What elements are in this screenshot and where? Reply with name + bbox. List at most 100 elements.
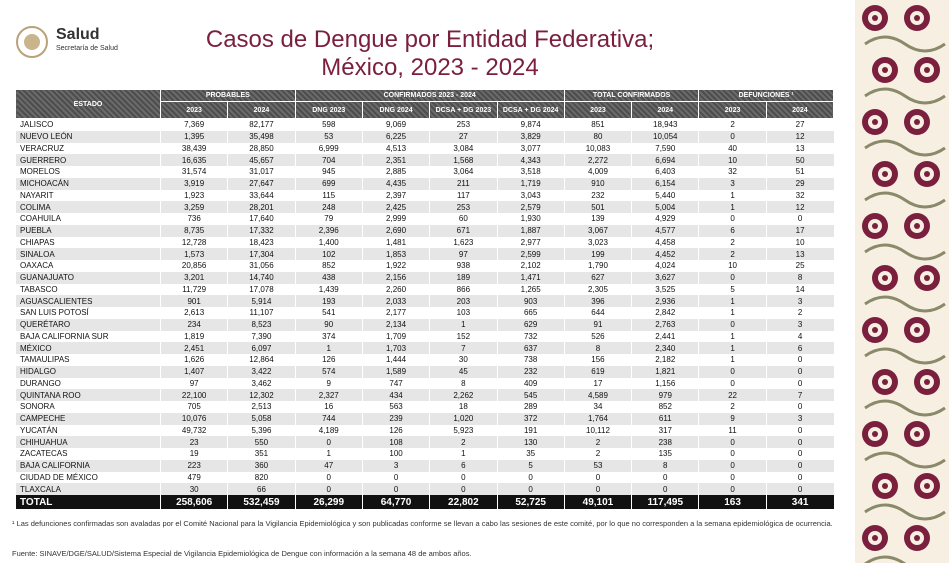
- cell: 2,999: [361, 213, 430, 225]
- cell: 10,054: [631, 130, 699, 143]
- table-row: BAJA CALIFORNIA 223 360 47 3 6 5 53 8 0 0: [15, 459, 834, 472]
- state-name: MÉXICO: [15, 342, 161, 354]
- state-name: YUCATÁN: [15, 424, 161, 437]
- ornament: [864, 87, 946, 105]
- ornament: [914, 15, 920, 21]
- cell: 47: [294, 459, 363, 472]
- table-row: HIDALGO 1,407 3,422 574 1,589 45 232 619 1,821 0 0: [15, 365, 834, 378]
- state-name: AGUASCALIENTES: [15, 295, 161, 307]
- table-row: PUEBLA 8,735 17,332 2,396 2,690 671 1,887 3,067…: [15, 224, 834, 237]
- logo: Salud Secretaría de Salud: [14, 24, 134, 60]
- table-row: YUCATÁN 49,732 5,396 4,189 126 5,923 191 10,112…: [15, 424, 834, 437]
- cell: 152: [429, 330, 497, 343]
- cell: 1,709: [361, 330, 430, 343]
- cell: 2,305: [563, 283, 632, 296]
- cell: 2,599: [496, 248, 565, 260]
- cell: 317: [631, 424, 699, 437]
- cell: 7: [429, 342, 497, 354]
- cell: 3: [361, 459, 430, 472]
- cell: 1,719: [496, 177, 565, 190]
- cell: 239: [361, 412, 430, 425]
- table-row: VERACRUZ 38,439 28,850 6,999 4,513 3,084 3,077…: [15, 142, 834, 155]
- cell: 2,033: [361, 295, 430, 307]
- cell: 6: [429, 459, 497, 472]
- cell: 0: [361, 483, 430, 495]
- cell: 3,462: [227, 377, 296, 390]
- cell: 10,076: [159, 412, 228, 425]
- cell: 12: [765, 130, 834, 143]
- table-row: CAMPECHE 10,076 5,058 744 239 1,020 372 1,764 61…: [15, 412, 834, 425]
- ornament: [872, 327, 878, 333]
- cell: 2: [765, 307, 834, 319]
- cell: 2,102: [496, 260, 565, 272]
- cell: 13: [765, 142, 834, 155]
- cell: 53: [294, 130, 363, 143]
- cell: 232: [496, 365, 565, 378]
- cell: 4,435: [361, 177, 430, 190]
- table-row: TAMAULIPAS 1,626 12,864 126 1,444 30 738 156 2,1…: [15, 354, 834, 366]
- cell: 25: [765, 260, 834, 272]
- cell: 1,444: [361, 354, 430, 366]
- state-name: NUEVO LEÓN: [15, 130, 161, 143]
- cell: 60: [429, 213, 497, 225]
- cell: 3,064: [429, 166, 497, 178]
- cell: 0: [698, 271, 767, 284]
- cell: 91: [563, 318, 632, 331]
- group-header: CONFIRMADOS 2023 - 2024: [294, 89, 565, 102]
- cell: 30: [159, 483, 228, 495]
- cell: 1: [294, 342, 363, 354]
- cell: 1,930: [496, 213, 565, 225]
- cell: 938: [429, 260, 497, 272]
- cell: 18: [429, 401, 497, 413]
- cell: 4,343: [496, 154, 565, 166]
- column-header: 2023: [159, 101, 229, 119]
- ornament: [864, 295, 946, 313]
- cell: 9,069: [361, 118, 430, 131]
- cell: 627: [563, 271, 632, 284]
- cell: 33,644: [227, 189, 296, 202]
- cell: 51: [765, 166, 834, 178]
- cell: 8: [429, 377, 497, 390]
- cell: 199: [563, 248, 632, 260]
- table-row: SAN LUIS POTOSÍ 2,613 11,107 541 2,177 103 665…: [15, 307, 834, 319]
- cell: 14,740: [227, 271, 296, 284]
- state-name: COAHUILA: [15, 213, 161, 225]
- table-row: QUINTANA ROO 22,100 12,302 2,327 434 2,262 545…: [15, 389, 834, 401]
- cell: 11: [698, 424, 767, 437]
- ornament: [882, 171, 888, 177]
- table-row: MORELOS 31,574 31,017 945 2,885 3,064 3,518 4,0…: [15, 166, 834, 178]
- column-header: 2023: [698, 101, 767, 119]
- data-table: ESTADO PROBABLES CONFIRMADOS 2023 - 2024…: [15, 89, 835, 509]
- cell: 2: [563, 436, 632, 448]
- cell: 0: [563, 471, 632, 484]
- cell: 12,302: [227, 389, 296, 401]
- ornament: [914, 119, 920, 125]
- cell: 2,451: [159, 342, 228, 354]
- state-name: BAJA CALIFORNIA SUR: [15, 330, 161, 343]
- cell: 1: [294, 448, 363, 460]
- cell: 1: [698, 354, 767, 366]
- cell: 550: [227, 436, 296, 448]
- cell: 45: [429, 365, 497, 378]
- cell: 253: [429, 118, 497, 131]
- cell: 49,732: [159, 424, 228, 437]
- cell: 1,395: [159, 130, 228, 143]
- cell: 1: [429, 318, 497, 331]
- cell: 1,589: [361, 365, 430, 378]
- cell: 248: [294, 201, 363, 213]
- cell: 5,396: [227, 424, 296, 437]
- logo-name: Salud: [56, 26, 100, 43]
- cell: 2,579: [496, 201, 565, 213]
- table-row: COLIMA 3,259 28,201 248 2,425 253 2,579 501 5,00…: [15, 201, 834, 213]
- cell: 22: [698, 389, 767, 401]
- cell: 598: [294, 118, 363, 131]
- title-line: Casos de Dengue por Entidad Federativa;: [205, 26, 655, 53]
- cell: 0: [631, 483, 699, 495]
- ornament: [864, 399, 946, 417]
- cell: 117: [429, 189, 497, 202]
- table-row: DURANGO 97 3,462 9 747 8 409 17 1,156 0 0: [15, 377, 834, 390]
- cell: 736: [159, 213, 228, 225]
- column-header: 2024: [631, 101, 700, 119]
- group-header: TOTAL CONFIRMADOS: [563, 89, 700, 102]
- cell: 9: [294, 377, 363, 390]
